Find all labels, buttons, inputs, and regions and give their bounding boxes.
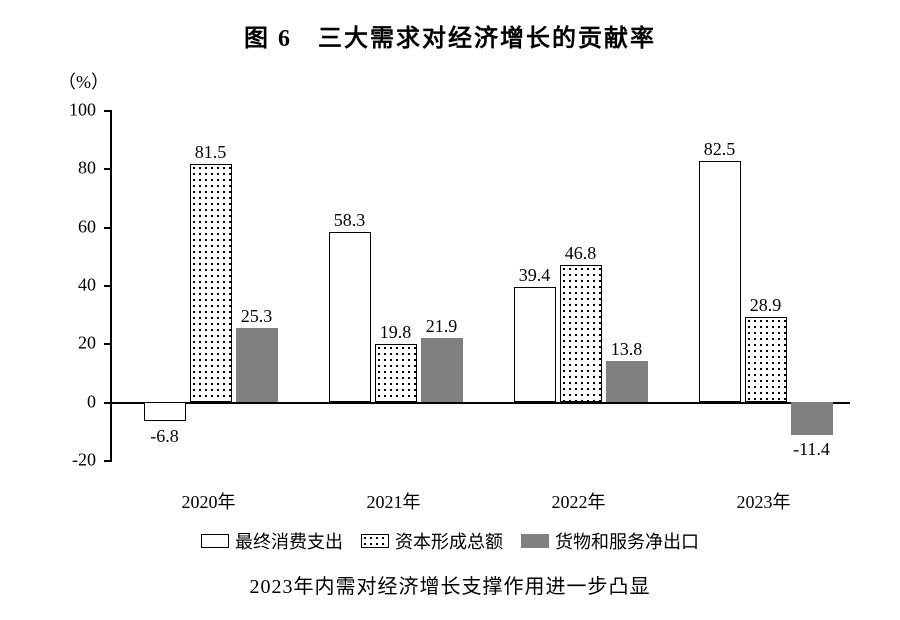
value-label: 81.5: [195, 142, 227, 163]
value-label: 82.5: [704, 139, 736, 160]
value-label: -11.4: [793, 439, 830, 460]
y-tick-label: 100: [69, 100, 96, 121]
x-category-label: 2021年: [367, 488, 421, 514]
chart-title: 图 6 三大需求对经济增长的贡献率: [0, 0, 900, 53]
y-tick-label: -20: [72, 450, 96, 471]
value-label: 13.8: [611, 339, 643, 360]
y-axis-label: （%）: [58, 68, 109, 94]
value-label: 25.3: [241, 306, 273, 327]
y-tick-label: 20: [78, 333, 96, 354]
value-label: 39.4: [519, 265, 551, 286]
value-label: 19.8: [380, 322, 412, 343]
y-tick: [104, 285, 112, 287]
bar: [190, 164, 232, 402]
y-tick: [104, 343, 112, 345]
x-axis-zero-line: [112, 402, 850, 404]
legend-swatch: [521, 534, 549, 548]
bar: [699, 161, 741, 402]
legend-item: 货物和服务净出口: [521, 528, 699, 554]
plot-area: -6.8 81.5 25.3 58.3 19.8 21.9 39.4 46.8 13.8 82.5…: [110, 110, 850, 460]
y-tick: [104, 402, 112, 404]
y-tick: [104, 460, 112, 462]
chart-subtitle: 2023年内需对经济增长支撑作用进一步凸显: [0, 570, 900, 599]
bar: [514, 287, 556, 402]
x-category-label: 2022年: [552, 488, 606, 514]
value-label: 46.8: [565, 243, 597, 264]
y-tick-label: 80: [78, 158, 96, 179]
y-tick-label: 60: [78, 216, 96, 237]
legend: 最终消费支出 资本形成总额 货物和服务净出口: [0, 528, 900, 554]
legend-label: 最终消费支出: [235, 528, 343, 554]
y-tick-label: 0: [87, 391, 96, 412]
value-label: 28.9: [750, 295, 782, 316]
legend-label: 资本形成总额: [395, 528, 503, 554]
bar: [560, 265, 602, 402]
bar: [329, 232, 371, 402]
bar: [375, 344, 417, 402]
x-category-label: 2020年: [182, 488, 236, 514]
y-tick: [104, 227, 112, 229]
legend-label: 货物和服务净出口: [555, 528, 699, 554]
bar: [606, 361, 648, 401]
value-label: 21.9: [426, 316, 458, 337]
bar: [745, 317, 787, 401]
legend-swatch: [201, 534, 229, 548]
value-label: -6.8: [150, 426, 179, 447]
bar: [421, 338, 463, 402]
bar: [236, 328, 278, 402]
value-label: 58.3: [334, 210, 366, 231]
y-tick: [104, 168, 112, 170]
x-category-label: 2023年: [737, 488, 791, 514]
bar: [144, 402, 186, 422]
y-tick: [104, 110, 112, 112]
legend-item: 资本形成总额: [361, 528, 503, 554]
y-tick-label: 40: [78, 275, 96, 296]
legend-item: 最终消费支出: [201, 528, 343, 554]
bar: [791, 402, 833, 435]
legend-swatch: [361, 534, 389, 548]
